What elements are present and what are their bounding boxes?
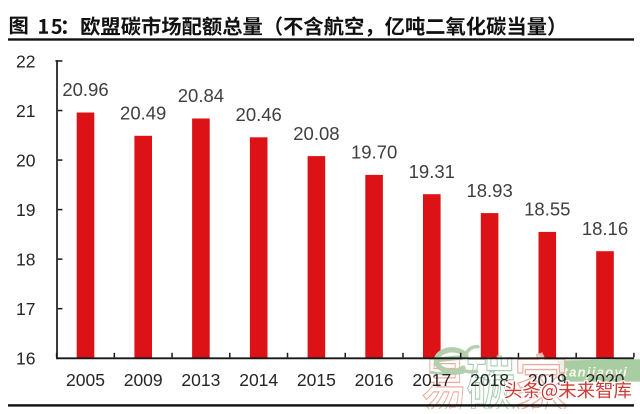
svg-text:2016: 2016 [355, 370, 394, 390]
svg-text:20: 20 [16, 150, 36, 170]
svg-text:18: 18 [16, 249, 35, 269]
svg-text:2009: 2009 [124, 370, 163, 390]
svg-text:17: 17 [16, 299, 35, 319]
svg-text:20.49: 20.49 [120, 103, 166, 124]
svg-text:20.08: 20.08 [293, 123, 339, 144]
svg-text:19.70: 19.70 [351, 142, 397, 163]
svg-text:16: 16 [16, 349, 35, 369]
svg-text:2019: 2019 [528, 370, 567, 390]
svg-text:18.16: 18.16 [582, 218, 628, 239]
svg-text:20.96: 20.96 [62, 79, 108, 100]
svg-text:2005: 2005 [66, 370, 105, 390]
svg-text:20.46: 20.46 [236, 104, 282, 125]
svg-text:18.93: 18.93 [466, 180, 512, 201]
svg-text:tanjiaoyi: tanjiaoyi [564, 364, 628, 379]
svg-text:18.55: 18.55 [524, 199, 570, 220]
svg-text:22: 22 [16, 51, 35, 71]
svg-text:2014: 2014 [239, 370, 278, 390]
svg-text:21: 21 [16, 101, 35, 121]
svg-text:20.84: 20.84 [178, 85, 224, 106]
svg-text:2018: 2018 [470, 370, 509, 390]
svg-text:2017: 2017 [412, 370, 451, 390]
svg-text:2013: 2013 [181, 370, 220, 390]
svg-text:19: 19 [16, 200, 35, 220]
svg-text:2015: 2015 [297, 370, 336, 390]
svg-text:19.31: 19.31 [409, 161, 455, 182]
